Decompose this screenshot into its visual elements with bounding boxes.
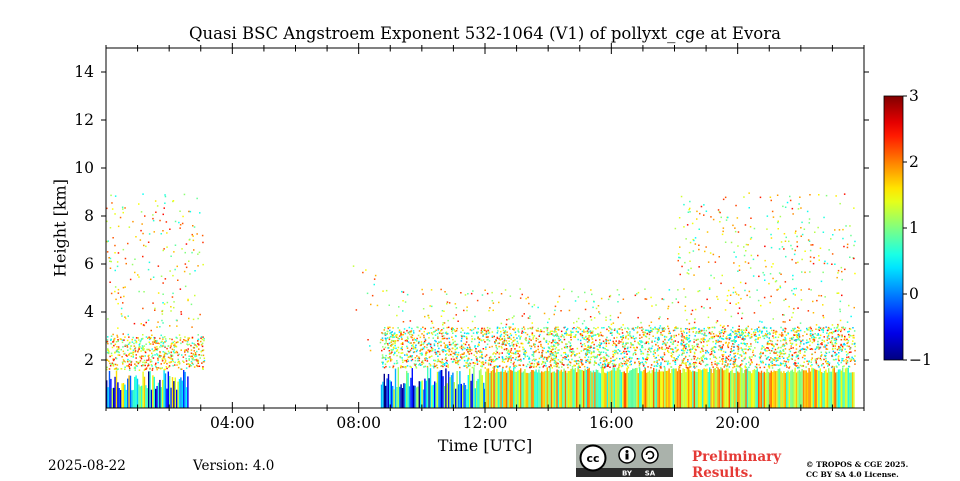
colorbar — [883, 95, 907, 361]
heatmap-layer — [106, 192, 856, 408]
x-tick-label: 08:00 — [336, 414, 381, 432]
heatmap-region-0 — [106, 369, 189, 408]
chart-title: Quasi BSC Angstroem Exponent 532-1064 (V… — [189, 24, 781, 43]
heatmap-region-7 — [396, 288, 674, 328]
colorbar-tick-label: 0 — [909, 285, 919, 303]
plot-frame — [105, 47, 865, 409]
colorbar-tick-label: 2 — [909, 153, 919, 171]
by-person-body — [625, 453, 629, 460]
by-person-head — [625, 450, 629, 453]
footer-date: 2025-08-22 — [48, 458, 126, 474]
axis-tick-marks — [101, 43, 869, 413]
sa-share-icon — [641, 446, 659, 464]
footer-version: Version: 4.0 — [193, 458, 275, 474]
sa-arrow-icon — [645, 450, 655, 460]
heatmap-region-2 — [106, 193, 204, 337]
y-tick-label: 6 — [84, 255, 94, 273]
heatmap-region-4 — [380, 367, 486, 408]
badge-sa-text: SA — [645, 470, 656, 478]
cc-by-sa-badge: cc BY SA — [576, 444, 673, 477]
x-tick-label: 16:00 — [588, 414, 634, 432]
x-tick-label: 04:00 — [209, 414, 255, 432]
preliminary-line2: Results. — [692, 465, 753, 481]
colorbar-gradient — [883, 95, 904, 361]
heatmap-region-3 — [352, 265, 390, 352]
x-axis-label: Time [UTC] — [437, 436, 533, 455]
badge-strip — [576, 468, 673, 477]
preliminary-notice: Preliminary Results. — [692, 449, 802, 481]
cc-logo-text: cc — [586, 452, 599, 465]
colorbar-tick-label: 3 — [909, 87, 919, 105]
badge-by-text: BY — [622, 470, 633, 478]
copyright-line2: CC BY SA 4.0 License. — [806, 470, 899, 479]
heatmap-region-1 — [106, 336, 206, 371]
y-tick-label: 8 — [84, 207, 94, 225]
y-axis-label: Height [km] — [50, 179, 70, 277]
heatmap-region-5 — [485, 367, 855, 408]
colorbar-tick-label: 1 — [909, 219, 919, 237]
copyright-line1: © TROPOS & CGE 2025. — [806, 460, 909, 469]
y-tick-label: 14 — [74, 63, 94, 81]
y-tick-label: 10 — [74, 159, 94, 177]
x-tick-label: 12:00 — [462, 414, 508, 432]
heatmap-region-6 — [381, 326, 856, 369]
colorbar-tick-label: −1 — [909, 351, 932, 369]
y-tick-label: 12 — [74, 111, 94, 129]
cc-circle-icon — [579, 444, 607, 472]
heatmap-region-8 — [674, 192, 856, 328]
y-tick-label: 4 — [84, 303, 94, 321]
x-tick-label: 20:00 — [715, 414, 760, 432]
copyright-notice: © TROPOS & CGE 2025. CC BY SA 4.0 Licens… — [806, 460, 946, 480]
preliminary-line1: Preliminary — [692, 449, 782, 465]
y-tick-label: 2 — [84, 351, 94, 369]
